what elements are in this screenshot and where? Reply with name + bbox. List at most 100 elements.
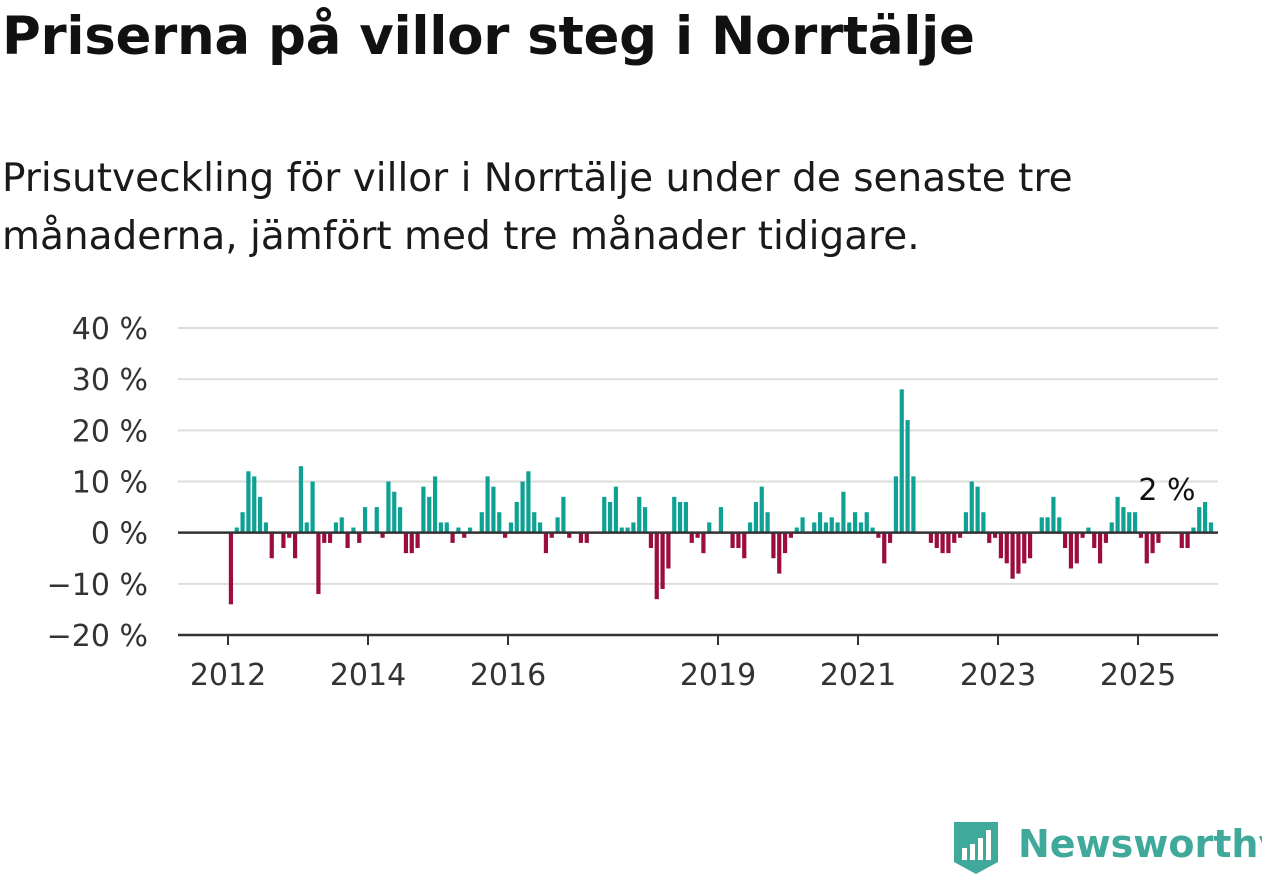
bar [1156, 532, 1161, 543]
bar [526, 471, 531, 533]
bar [502, 532, 508, 538]
bar [887, 532, 893, 543]
y-tick-label: −10 % [47, 568, 148, 603]
bar [228, 532, 234, 605]
bar [1045, 517, 1050, 533]
bar [322, 532, 327, 543]
bar [794, 527, 799, 533]
bar [1109, 522, 1114, 533]
bar [683, 501, 689, 533]
y-axis-labels: 40 % 30 % 20 % 10 % 0 % −10 % −20 % [47, 312, 148, 654]
bar [327, 532, 333, 543]
bars [228, 389, 1214, 605]
bar [998, 532, 1004, 559]
bar [415, 532, 420, 549]
bar [543, 532, 549, 554]
x-tick-label: 2016 [470, 658, 546, 693]
bar [835, 522, 840, 533]
bar [771, 532, 776, 559]
bar [584, 532, 589, 543]
bar [660, 532, 665, 589]
bar [736, 532, 741, 549]
x-tick-label: 2021 [820, 658, 896, 693]
bar [252, 476, 257, 533]
bar [992, 532, 998, 538]
bar [946, 532, 951, 554]
bar [963, 512, 969, 533]
bar [852, 512, 858, 533]
bar [316, 532, 321, 595]
bar [333, 522, 339, 533]
bar [718, 507, 724, 533]
bar [479, 512, 484, 533]
bar [304, 522, 309, 533]
bar [508, 522, 514, 533]
chart-subtitle: Prisutveckling för villor i Norrtälje un… [2, 156, 1073, 259]
x-axis-labels: 2012 2014 2016 2019 2021 2023 2025 [190, 658, 1176, 693]
bar [689, 532, 694, 543]
bar [246, 471, 251, 533]
bar [357, 532, 362, 543]
bar [403, 532, 409, 554]
bar [847, 522, 852, 533]
bar [281, 532, 286, 549]
bar [648, 532, 654, 549]
bar [707, 522, 712, 533]
bar [520, 481, 525, 533]
newsworthy-logo-text: Newsworthy [1018, 822, 1262, 866]
bar [987, 532, 992, 543]
bar [292, 532, 298, 559]
bar [876, 532, 881, 538]
bar [975, 486, 980, 533]
y-tick-label: 40 % [72, 312, 148, 347]
bar [263, 522, 269, 533]
bar [462, 532, 467, 538]
bar [602, 496, 607, 533]
bar [928, 532, 934, 543]
bar [1132, 512, 1138, 533]
bar [380, 532, 385, 538]
bar [269, 532, 274, 559]
bar [619, 527, 624, 533]
bar [1062, 532, 1068, 549]
bar [899, 389, 904, 533]
bar [409, 532, 414, 554]
y-tick-label: 20 % [72, 414, 148, 449]
bar [631, 522, 636, 533]
bar [421, 486, 426, 533]
chart-title: Priserna på villor steg i Norrtälje [2, 6, 975, 67]
bar [1185, 532, 1190, 549]
bar [730, 532, 735, 549]
bar [1191, 527, 1196, 533]
bar [893, 476, 899, 533]
bar [1068, 532, 1074, 569]
bar [1179, 532, 1184, 549]
bar [613, 486, 619, 533]
bar [234, 527, 239, 533]
bar [940, 532, 945, 554]
bar [491, 486, 496, 533]
bar [257, 496, 263, 533]
bar [969, 481, 974, 533]
y-tick-label: 10 % [72, 466, 148, 501]
bar [432, 476, 438, 533]
bar [339, 517, 344, 533]
bar [864, 512, 869, 533]
bar [637, 496, 642, 533]
bar [911, 476, 916, 533]
y-tick-label: 0 % [91, 517, 148, 552]
bar [485, 476, 490, 533]
bar [701, 532, 706, 554]
bar [788, 532, 794, 538]
bar [882, 532, 887, 564]
bar [829, 517, 834, 533]
bar [287, 532, 292, 538]
bar [1127, 512, 1132, 533]
bar [1080, 532, 1085, 538]
bar [1202, 501, 1208, 533]
bar [438, 522, 444, 533]
bar [823, 522, 829, 533]
bar [1121, 507, 1126, 533]
bar [298, 466, 304, 533]
newsworthy-logo: Newsworthy [950, 820, 1262, 876]
